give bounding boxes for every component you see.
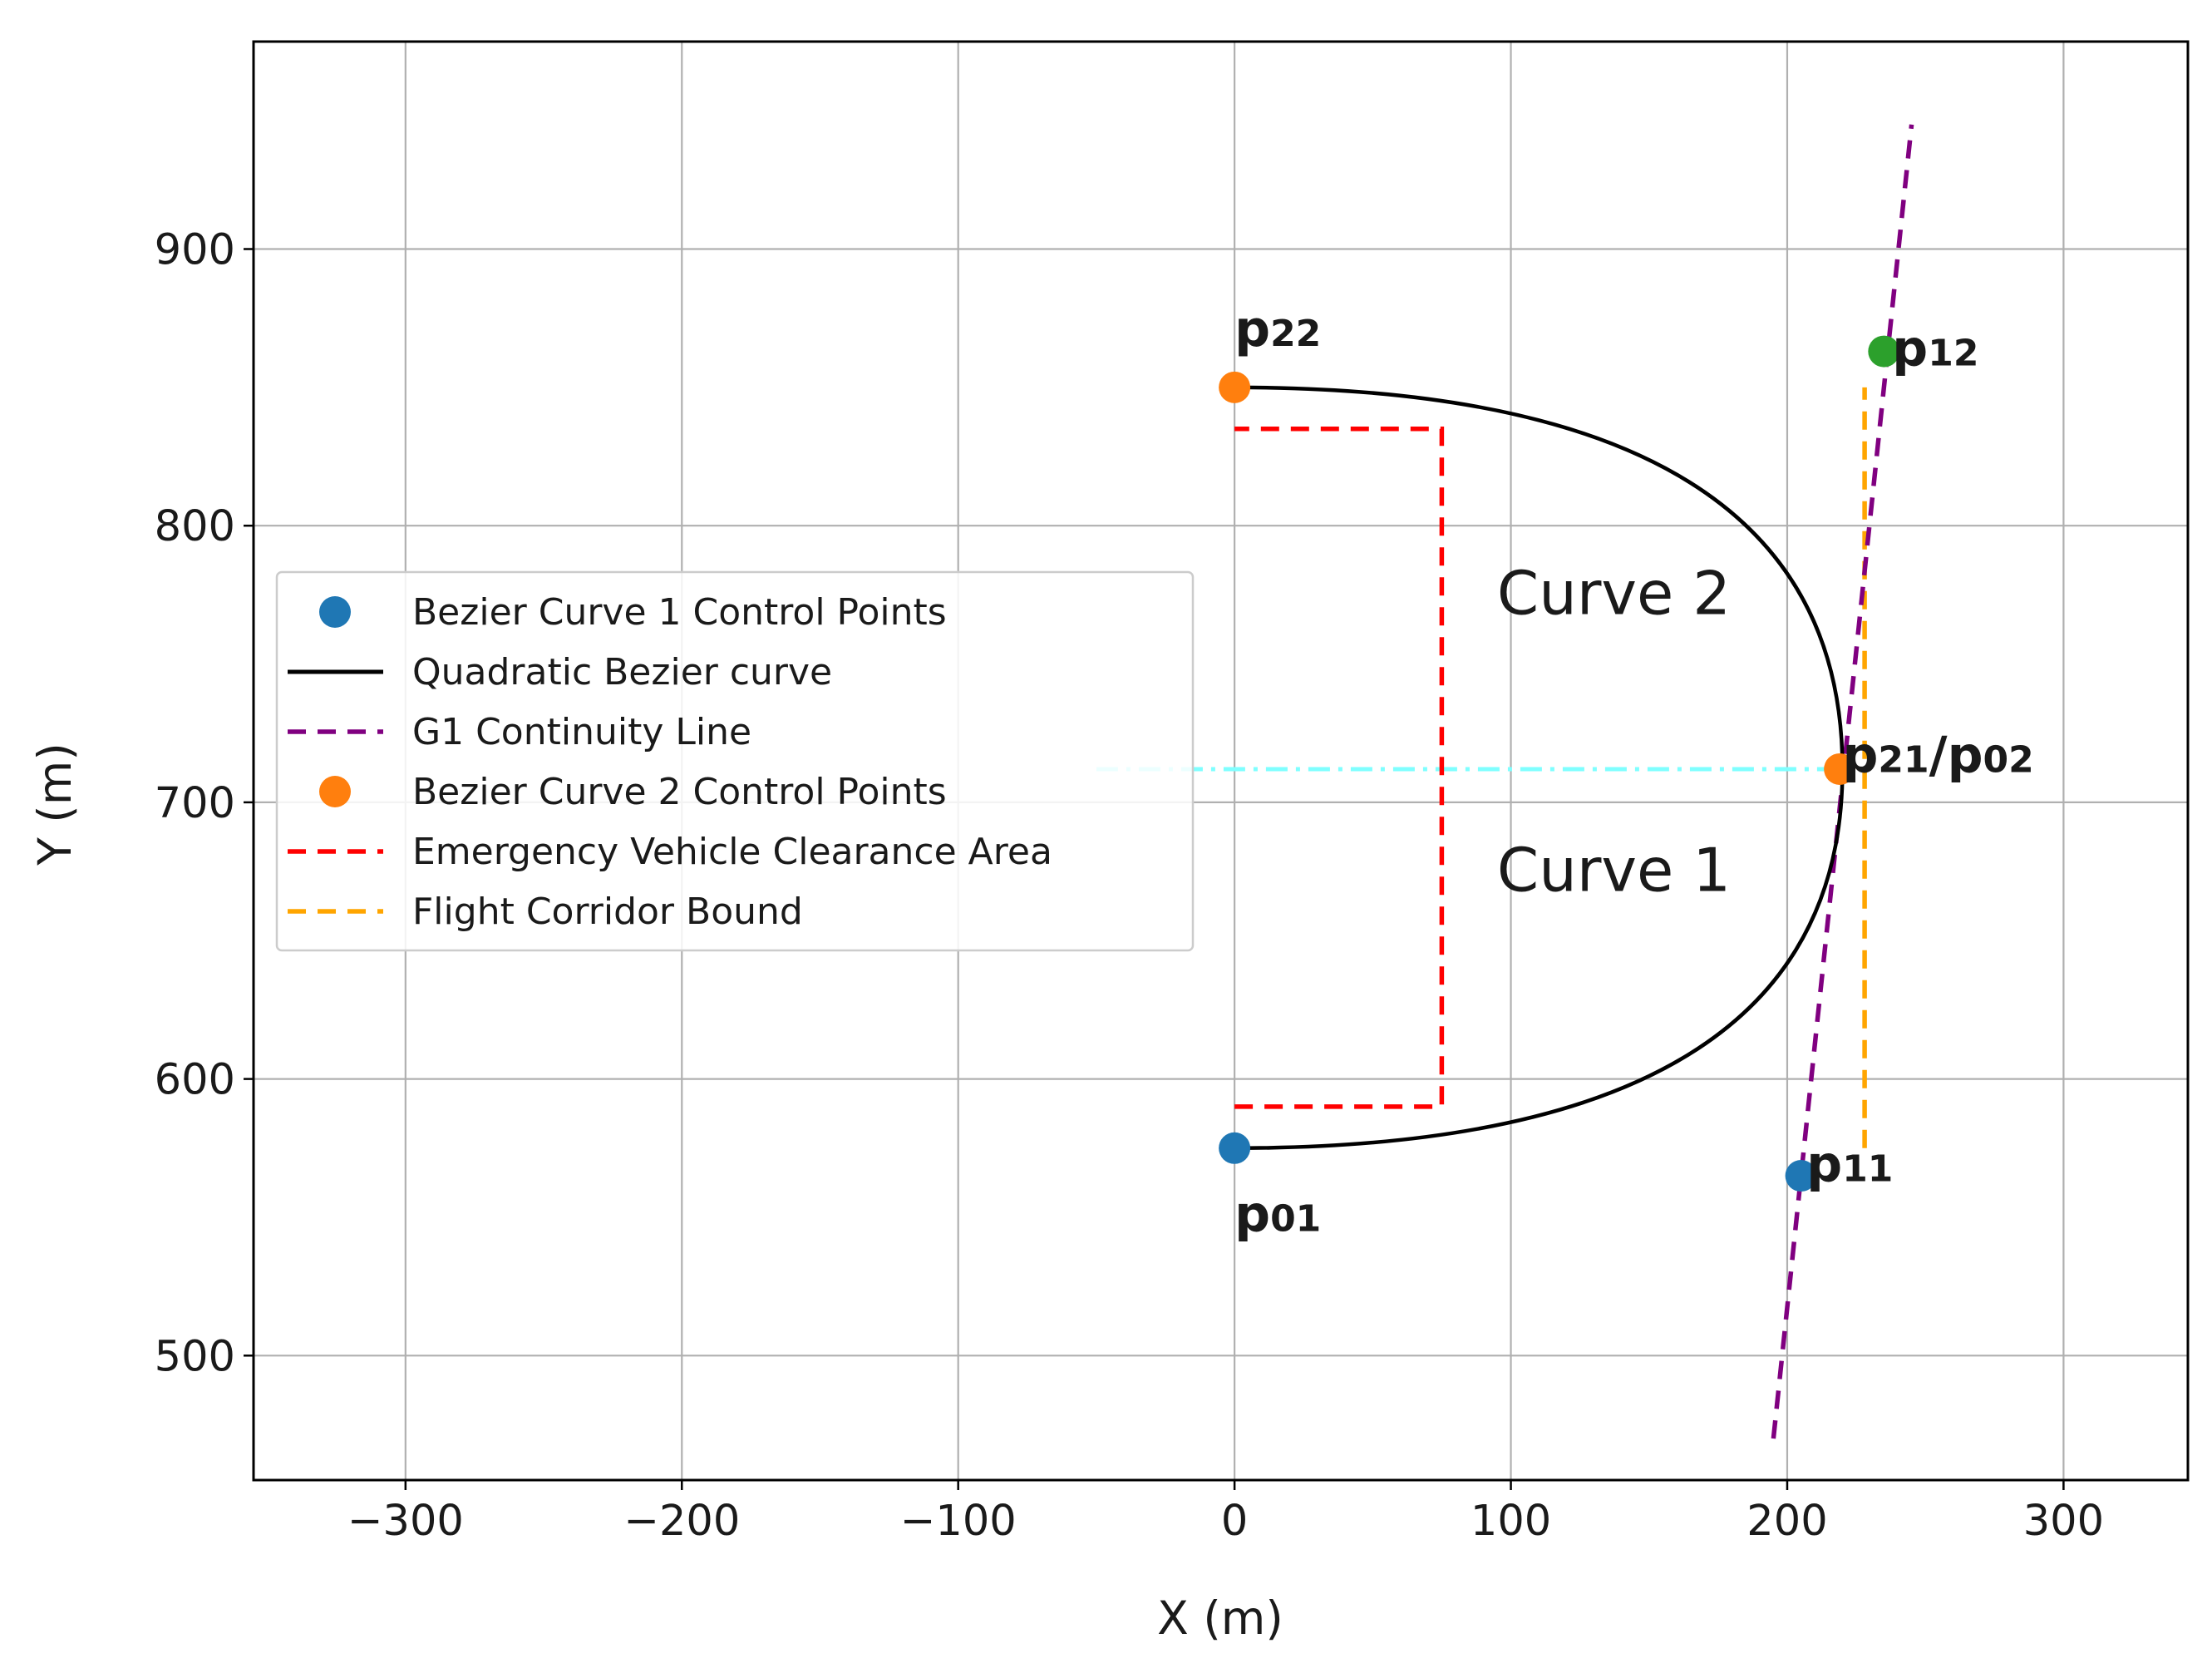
x-tick-label: 200 xyxy=(1746,1497,1827,1546)
control-point xyxy=(1219,1132,1251,1164)
control-point xyxy=(1824,753,1856,785)
point-label: p11 xyxy=(1806,1136,1893,1194)
legend-marker xyxy=(319,776,351,807)
y-tick-label: 800 xyxy=(155,502,235,551)
legend-label: Bezier Curve 2 Control Points xyxy=(412,771,947,813)
y-axis-label: Y (m) xyxy=(28,743,81,866)
bezier-curve-2 xyxy=(1234,385,1845,769)
point-label: p21/p02 xyxy=(1842,726,2033,784)
point-label: p22 xyxy=(1234,300,1321,358)
y-tick-label: 500 xyxy=(155,1332,235,1381)
curve-annotation: Curve 1 xyxy=(1497,835,1731,905)
x-tick-label: 0 xyxy=(1221,1497,1248,1546)
point-label: p12 xyxy=(1892,319,1978,378)
legend: Bezier Curve 1 Control Points Quadratic B… xyxy=(275,570,1195,952)
control-point xyxy=(1785,1160,1817,1192)
legend-label: Bezier Curve 1 Control Points xyxy=(412,591,947,634)
ticks: −300 −200 −100 0 100 200 300 500 600 700 800 900 xyxy=(155,226,2104,1546)
plot-area xyxy=(1096,124,1914,1439)
x-tick-label: −100 xyxy=(900,1497,1017,1546)
y-tick-label: 900 xyxy=(155,226,235,275)
annotations: Curve 2 Curve 1 p22 p12 p21/p02 p11 p01 xyxy=(1234,300,2034,1244)
x-axis-label: X (m) xyxy=(1157,1592,1283,1645)
axes-frame xyxy=(252,40,2190,1482)
x-tick-label: 100 xyxy=(1471,1497,1551,1546)
y-tick-label: 700 xyxy=(155,779,235,828)
legend-box xyxy=(275,570,1195,952)
point-label: p01 xyxy=(1234,1186,1321,1244)
curve-annotation: Curve 2 xyxy=(1497,559,1731,629)
emergency-vehicle-clearance-area xyxy=(1234,427,1445,1109)
legend-label: Flight Corridor Bound xyxy=(412,891,803,933)
x-tick-label: −300 xyxy=(347,1497,464,1546)
bezier-curve-1 xyxy=(1234,768,1845,1151)
x-tick-label: −200 xyxy=(623,1497,740,1546)
control-point xyxy=(1219,371,1251,403)
y-tick-label: 600 xyxy=(155,1056,235,1105)
legend-marker xyxy=(319,596,351,628)
legend-label: Emergency Vehicle Clearance Area xyxy=(412,831,1052,873)
legend-label: Quadratic Bezier curve xyxy=(412,651,832,693)
p12-point xyxy=(1868,335,1900,368)
x-tick-label: 300 xyxy=(2023,1497,2104,1546)
legend-label: G1 Continuity Line xyxy=(412,711,751,753)
axes xyxy=(252,40,2190,1482)
